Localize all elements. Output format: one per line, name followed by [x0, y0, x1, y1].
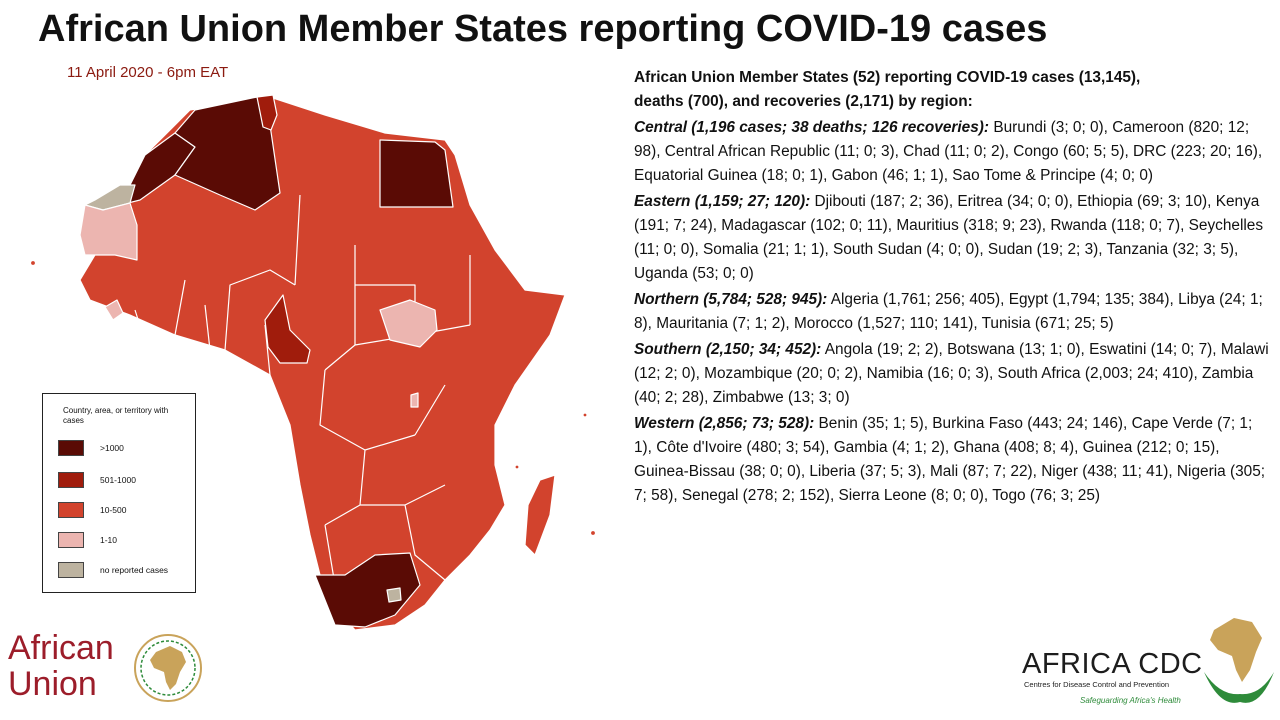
- legend-title: Country, area, or territory with cases: [63, 406, 169, 425]
- legend-item: 1-10: [58, 532, 193, 548]
- au-logo-text: Union: [8, 665, 97, 703]
- legend-item: 10-500: [58, 502, 193, 518]
- legend-swatch: [58, 562, 84, 578]
- region-western: Western (2,856; 73; 528): Benin (35; 1; …: [634, 412, 1274, 508]
- regional-summary: African Union Member States (52) reporti…: [634, 66, 1274, 508]
- map-legend: Country, area, or territory with cases >…: [42, 393, 196, 593]
- page-title: African Union Member States reporting CO…: [38, 8, 1048, 50]
- legend-swatch: [58, 502, 84, 518]
- mauritius-dot: [589, 529, 597, 537]
- mauritania-region: [79, 202, 138, 261]
- south-africa-region: [314, 552, 421, 628]
- legend-label: 501-1000: [100, 475, 136, 485]
- region-northern: Northern (5,784; 528; 945): Algeria (1,7…: [634, 288, 1274, 336]
- lesotho-region: [386, 587, 402, 603]
- continent-base: [79, 96, 566, 631]
- cape-verde-dot: [29, 259, 37, 267]
- region-name: Northern (5,784; 528; 945):: [634, 291, 828, 308]
- seychelles-dot: [582, 412, 588, 418]
- africa-cdc-logo: AFRICA CDC Centres for Disease Control a…: [1020, 612, 1280, 716]
- legend-label: 1-10: [100, 535, 118, 545]
- legend-swatch: [58, 440, 84, 456]
- au-emblem-icon: [134, 634, 202, 702]
- sierra-leone-region: [104, 299, 124, 321]
- report-date: 11 April 2020 - 6pm EAT: [67, 64, 229, 81]
- legend-swatch: [58, 532, 84, 548]
- region-name: Western (2,856; 73; 528):: [634, 415, 815, 432]
- au-logo-text: African: [8, 629, 114, 667]
- africa-cdc-emblem-icon: [1204, 618, 1274, 703]
- madagascar-region: [524, 474, 556, 556]
- region-southern: Southern (2,150; 34; 452): Angola (19; 2…: [634, 338, 1274, 410]
- algeria-region: [174, 96, 281, 211]
- region-countries: Algeria (1,761; 256; 405), Egypt (1,794;…: [634, 291, 1263, 332]
- legend-swatch: [58, 472, 84, 488]
- tunisia-region: [256, 94, 278, 131]
- egypt-region: [379, 139, 454, 208]
- legend-item: >1000: [58, 440, 193, 456]
- burundi-region: [410, 392, 419, 408]
- region-eastern: Eastern (1,159; 27; 120): Djibouti (187;…: [634, 190, 1274, 286]
- africa-cdc-subtitle: Centres for Disease Control and Preventi…: [1024, 680, 1170, 689]
- africa-map: [29, 94, 597, 631]
- legend-label: >1000: [100, 443, 124, 453]
- border-lines: [134, 194, 471, 586]
- legend-label: 10-500: [100, 505, 127, 515]
- legend-label: no reported cases: [100, 565, 169, 575]
- africa-cdc-title: AFRICA CDC: [1022, 648, 1203, 680]
- legend-item: 501-1000: [58, 472, 193, 488]
- legend-item: no reported cases: [58, 562, 193, 578]
- region-countries: Burundi (3; 0; 0), Cameroon (820; 12; 98…: [634, 119, 1263, 184]
- cameroon-region: [264, 294, 311, 364]
- region-countries: Angola (19; 2; 2), Botswana (13; 1; 0), …: [634, 341, 1269, 406]
- african-union-logo: African Union: [8, 628, 208, 708]
- summary-heading: African Union Member States (52) reporti…: [634, 66, 1274, 114]
- africa-cdc-tagline: Safeguarding Africa's Health: [1080, 696, 1181, 705]
- comoros-dot: [514, 464, 520, 470]
- region-central: Central (1,196 cases; 38 deaths; 126 rec…: [634, 116, 1274, 188]
- region-countries: Djibouti (187; 2; 36), Eritrea (34; 0; 0…: [634, 193, 1264, 282]
- region-name: Southern (2,150; 34; 452):: [634, 341, 822, 358]
- region-name: Central (1,196 cases; 38 deaths; 126 rec…: [634, 119, 990, 136]
- region-name: Eastern (1,159; 27; 120):: [634, 193, 811, 210]
- summary-heading-line: deaths (700), and recoveries (2,171) by …: [634, 93, 973, 110]
- region-countries: Benin (35; 1; 5), Burkina Faso (443; 24;…: [634, 415, 1266, 504]
- south-sudan-region: [379, 299, 438, 348]
- summary-heading-line: African Union Member States (52) reporti…: [634, 69, 1141, 86]
